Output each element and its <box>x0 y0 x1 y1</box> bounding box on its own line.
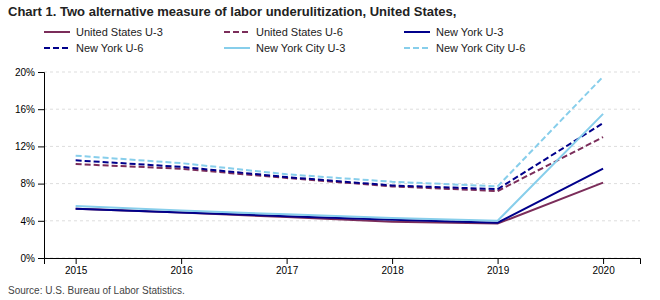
series-line <box>76 77 603 187</box>
legend-label: New York City U-6 <box>436 42 525 54</box>
grid-line <box>44 109 640 110</box>
legend-label: New York City U-3 <box>256 42 345 54</box>
legend-label: United States U-3 <box>76 26 163 38</box>
x-tick-mark <box>392 258 393 264</box>
x-tick-mark <box>76 258 77 264</box>
annotation: Source: U.S. Bureau of Labor Statistics. <box>8 285 185 296</box>
y-tick: 0% <box>21 253 44 264</box>
x-tick-label: 2015 <box>65 265 88 276</box>
y-tick-mark <box>38 258 44 259</box>
series-line <box>76 114 603 221</box>
legend-item: United States U-3 <box>44 26 163 38</box>
plot: 0% 4% 8% 12% 16% 20% 2015 2016 2017 2018 2019 2020 <box>15 67 641 276</box>
grid-line <box>44 183 640 184</box>
title: Chart 1. Two alternative measure of labo… <box>8 4 456 19</box>
y-axis: 0% 4% 8% 12% 16% 20% <box>15 67 45 264</box>
x-tick-label: 2019 <box>487 265 510 276</box>
legend-swatch <box>404 47 430 49</box>
y-tick: 4% <box>21 216 44 227</box>
x-tick: 2019 <box>487 258 510 276</box>
legend-swatch <box>224 31 250 33</box>
x-tick: 2016 <box>171 258 194 276</box>
x-tick-label: 2020 <box>592 265 615 276</box>
legend-label: United States U-6 <box>256 26 343 38</box>
y-tick-label: 16% <box>15 104 35 115</box>
x-tick-label: 2016 <box>171 265 194 276</box>
legend: United States U-3 United States U-6 New Yo… <box>44 26 525 54</box>
x-tick-mark <box>287 258 288 264</box>
x-tick: 2018 <box>381 258 404 276</box>
y-tick-mark <box>38 184 44 185</box>
legend-item: United States U-6 <box>224 26 343 38</box>
y-tick-mark <box>38 109 44 110</box>
x-tick-label: 2018 <box>381 265 404 276</box>
x-axis-line <box>45 259 641 265</box>
y-tick-label: 12% <box>15 141 35 152</box>
x-tick-mark <box>181 258 182 264</box>
y-tick: 20% <box>15 67 44 78</box>
x-tick: 2015 <box>65 258 88 276</box>
legend-label: New York U-6 <box>76 42 143 54</box>
legend-swatch <box>44 31 70 33</box>
legend-item: New York City U-3 <box>224 42 345 54</box>
y-tick-label: 0% <box>21 253 36 264</box>
y-tick-mark <box>38 221 44 222</box>
legend-swatch <box>404 31 430 33</box>
grid-line <box>44 146 640 147</box>
y-tick: 8% <box>21 178 44 189</box>
y-tick: 16% <box>15 104 44 115</box>
series-line <box>76 169 603 223</box>
legend-label: New York U-3 <box>436 26 503 38</box>
legend-item: New York City U-6 <box>404 42 525 54</box>
y-tick-mark <box>38 72 44 73</box>
series-line <box>76 123 603 189</box>
y-axis-line <box>38 73 45 259</box>
grid-line <box>44 72 640 73</box>
x-tick-mark <box>498 258 499 264</box>
legend-swatch <box>44 47 70 49</box>
x-tick-label: 2017 <box>276 265 299 276</box>
chart: Chart 1. Two alternative measure of labo… <box>0 0 660 300</box>
series-line <box>76 137 603 191</box>
x-tick-mark <box>603 258 604 264</box>
y-tick-label: 4% <box>21 216 36 227</box>
lines <box>76 77 603 224</box>
y-tick-label: 20% <box>15 67 35 78</box>
legend-swatch <box>224 47 250 49</box>
x-axis: 2015 2016 2017 2018 2019 2020 <box>45 258 641 276</box>
x-tick: 2020 <box>592 258 615 276</box>
legend-item: New York U-3 <box>404 26 503 38</box>
y-tick-mark <box>38 146 44 147</box>
legend-item: New York U-6 <box>44 42 143 54</box>
x-tick: 2017 <box>276 258 299 276</box>
y-tick-label: 8% <box>21 178 36 189</box>
y-tick: 12% <box>15 141 44 152</box>
grid <box>44 72 640 258</box>
